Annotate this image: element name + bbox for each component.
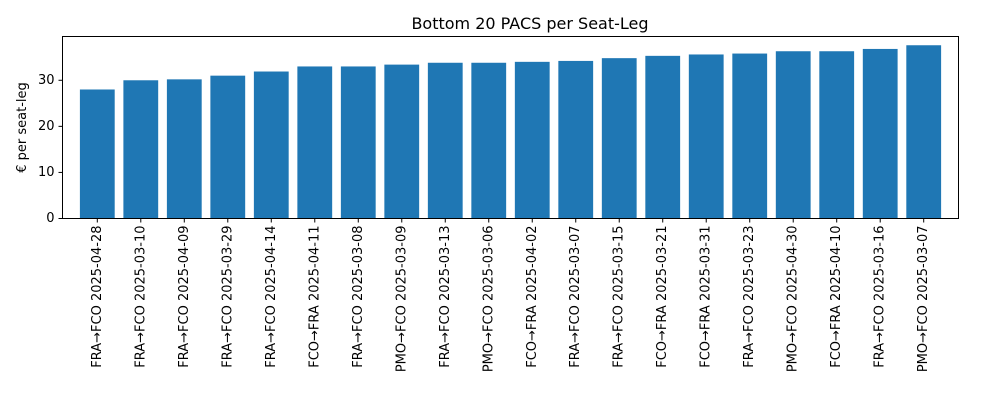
x-tick-label: FRA→FCO 2025-03-07 xyxy=(568,226,583,368)
bar xyxy=(688,54,724,219)
bar xyxy=(123,80,159,219)
bar xyxy=(862,48,898,219)
y-axis-label: € per seat-leg xyxy=(15,82,30,173)
x-tick-label: FRA→FCO 2025-04-14 xyxy=(264,226,279,368)
x-tick-label: FRA→FCO 2025-03-16 xyxy=(873,226,888,368)
bar xyxy=(558,60,594,219)
x-tick-label: FRA→FCO 2025-03-29 xyxy=(220,226,235,368)
x-tick-label: FRA→FCO 2025-03-08 xyxy=(351,226,366,368)
x-tick-label: FRA→FCO 2025-04-28 xyxy=(90,226,105,368)
x-tick-label: FRA→FCO 2025-04-09 xyxy=(177,226,192,368)
x-tick-label: PMO→FCO 2025-03-06 xyxy=(481,226,496,373)
x-tick-label: FCO→FRA 2025-03-31 xyxy=(699,226,714,368)
bar xyxy=(732,53,768,219)
bars-group xyxy=(79,45,942,219)
x-tick-label: PMO→FCO 2025-03-09 xyxy=(394,226,409,373)
bar xyxy=(471,62,507,219)
bar xyxy=(297,66,333,219)
bar xyxy=(210,75,246,219)
x-tick-label: FRA→FCO 2025-03-23 xyxy=(742,226,757,368)
x-tick-label: FRA→FCO 2025-03-10 xyxy=(133,226,148,368)
y-tick-label: 10 xyxy=(38,165,55,180)
bar xyxy=(79,89,115,219)
x-ticks-group: FRA→FCO 2025-04-28 FRA→FCO 2025-03-10 FRA→… xyxy=(90,218,931,373)
bar xyxy=(253,71,289,219)
bar xyxy=(775,51,811,219)
bar xyxy=(601,58,637,219)
bar xyxy=(514,61,550,219)
x-tick-label: FCO→FRA 2025-03-21 xyxy=(655,226,670,368)
x-tick-label: FRA→FCO 2025-03-13 xyxy=(438,226,453,368)
y-tick-label: 0 xyxy=(46,211,54,226)
y-tick-label: 30 xyxy=(38,73,55,88)
y-tick-label: 20 xyxy=(38,119,55,134)
x-tick-label: FCO→FRA 2025-04-02 xyxy=(525,226,540,368)
plot-frame xyxy=(62,36,959,219)
bar xyxy=(645,55,681,219)
x-tick-label: FRA→FCO 2025-03-15 xyxy=(612,226,627,368)
chart-title: Bottom 20 PACS per Seat-Leg xyxy=(411,14,648,33)
bar xyxy=(340,66,376,219)
bar xyxy=(166,79,202,219)
x-tick-label: PMO→FCO 2025-03-07 xyxy=(916,226,931,373)
y-ticks-group: 0 10 20 30 xyxy=(38,73,63,226)
x-tick-label: FCO→FRA 2025-04-10 xyxy=(829,226,844,368)
bar xyxy=(427,62,463,219)
bar xyxy=(819,51,855,219)
bar xyxy=(384,64,420,219)
bar xyxy=(906,45,942,219)
x-tick-label: PMO→FCO 2025-04-30 xyxy=(786,226,801,373)
x-tick-label: FCO→FRA 2025-04-11 xyxy=(307,226,322,368)
